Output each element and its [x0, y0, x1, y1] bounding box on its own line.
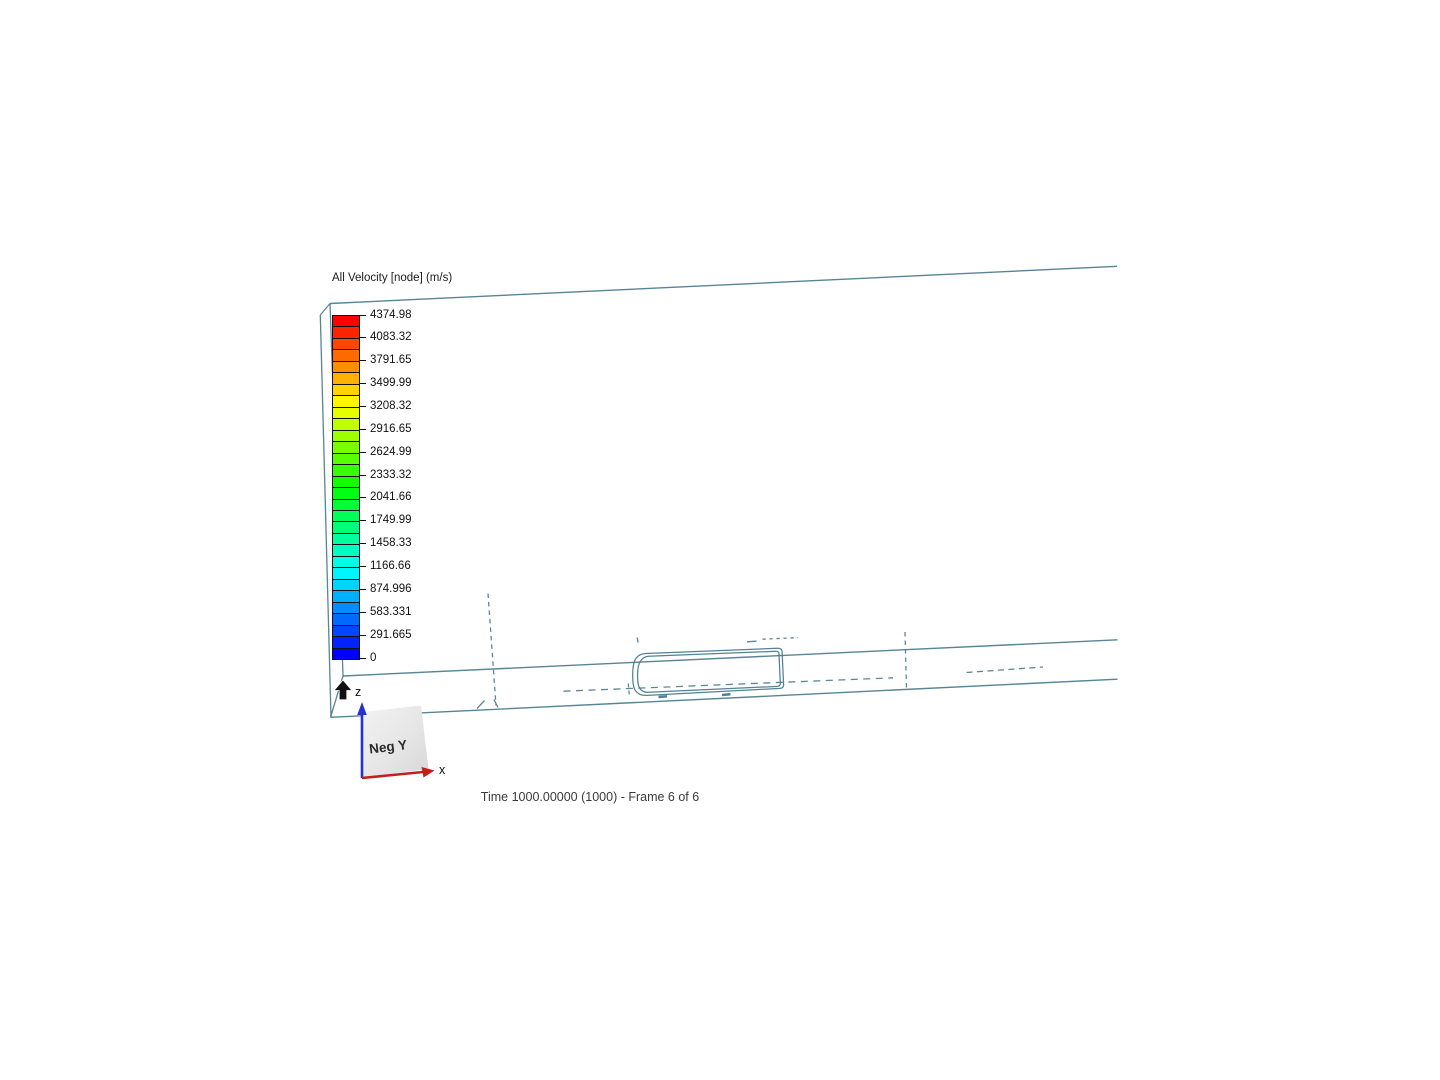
hidden-edge	[904, 631, 908, 691]
vehicle-outer-outline	[632, 647, 785, 697]
legend-tick-mark	[359, 588, 366, 590]
legend-color-segment	[333, 625, 359, 638]
vehicle-inner-outline	[636, 650, 781, 693]
legend-color-segment	[333, 533, 359, 546]
legend-color-segment	[333, 338, 359, 351]
channel-left-front-edge	[319, 314, 332, 718]
legend-color-segment	[333, 591, 359, 603]
legend-tick-mark	[359, 405, 366, 407]
legend-color-segment	[333, 522, 359, 534]
legend-tick-mark	[359, 383, 366, 385]
x-axis-label: x	[439, 763, 446, 777]
channel-floor-back-edge	[342, 639, 1118, 677]
legend-color-segment	[333, 361, 359, 374]
x-axis-arrow	[361, 770, 424, 780]
legend-color-segment	[333, 350, 359, 362]
legend-tick-label: 4083.32	[370, 331, 412, 344]
legend-tick-label: 3499.99	[370, 377, 412, 390]
orientation-triad: Neg Y z x	[333, 679, 446, 780]
legend-tick-label: 3208.32	[370, 399, 412, 412]
hidden-edge	[966, 666, 1044, 674]
triad-view-face[interactable]	[363, 705, 429, 778]
z-axis-arrowhead	[357, 702, 367, 715]
legend-tick-label: 291.665	[370, 628, 412, 641]
legend-color-segment	[333, 327, 359, 339]
legend-color-segment	[333, 556, 359, 569]
legend-colorbar	[332, 315, 360, 660]
hidden-dash	[746, 640, 757, 643]
legend-tick-label: 2041.66	[370, 491, 412, 504]
legend-tick-mark	[359, 520, 366, 522]
legend-tick-label: 1166.66	[370, 560, 411, 573]
legend-color-segment	[333, 579, 359, 592]
vehicle-support-mark	[658, 695, 668, 699]
legend-tick-label: 1458.33	[370, 537, 412, 550]
hidden-dotted	[762, 636, 799, 640]
legend-color-segment	[333, 396, 359, 408]
legend-color-segment	[333, 407, 359, 420]
channel-floor-front-edge	[330, 678, 1118, 718]
legend-tick-mark	[359, 497, 366, 499]
legend-tick-mark	[359, 451, 366, 453]
legend-color-segment	[333, 453, 359, 466]
legend-title: All Velocity [node] (m/s)	[332, 272, 453, 284]
time-frame-caption: Time 1000.00000 (1000) - Frame 6 of 6	[480, 790, 700, 804]
legend-tick-label: 874.996	[370, 582, 412, 595]
hidden-dash	[493, 699, 499, 708]
legend-color-segment	[333, 648, 359, 660]
legend-color-segment	[333, 442, 359, 454]
legend-color-segment	[333, 510, 359, 523]
vehicle-support-mark	[721, 692, 731, 697]
legend-tick-mark	[359, 474, 366, 476]
legend-color-segment	[333, 373, 359, 385]
legend-tick-mark	[359, 566, 366, 568]
legend-ticks: 4374.98 4083.32 3791.65 3499.99 3208.32 2916.…	[332, 309, 452, 664]
z-axis-label: z	[355, 685, 361, 699]
legend-tick-mark	[359, 611, 366, 613]
legend-color-segment	[333, 545, 359, 557]
home-up-arrow-icon[interactable]	[333, 679, 353, 701]
legend-tick-label: 0	[370, 651, 377, 664]
legend-tick-label: 2624.99	[370, 445, 412, 458]
legend-color-segment	[333, 384, 359, 397]
legend-color-segment	[333, 568, 359, 580]
legend-tick-mark	[359, 543, 366, 545]
legend-tick-label: 4374.98	[370, 308, 412, 321]
legend-color-segment	[333, 488, 359, 500]
legend-color-segment	[333, 419, 359, 431]
legend-tick-label: 3791.65	[370, 354, 412, 367]
hidden-dash	[636, 637, 639, 643]
legend-color-segment	[333, 614, 359, 626]
legend-tick-label: 1749.99	[370, 514, 412, 527]
legend-tick-mark	[359, 314, 366, 316]
vehicle-body	[632, 647, 785, 699]
x-axis-arrowhead	[421, 767, 435, 778]
legend-tick-label: 583.331	[370, 605, 412, 618]
legend-tick-label: 2333.32	[370, 468, 412, 481]
legend-color-segment	[333, 316, 359, 328]
legend-color-segment	[333, 602, 359, 615]
channel-left-top-edge	[319, 303, 331, 316]
hidden-centerline	[563, 677, 894, 692]
legend-tick-mark	[359, 337, 366, 339]
legend-color-segment	[333, 430, 359, 443]
hidden-edge	[487, 593, 497, 706]
hidden-edges	[476, 593, 1044, 709]
legend-tick-label: 2916.65	[370, 422, 412, 435]
legend-tick-mark	[359, 428, 366, 430]
legend-tick-mark	[359, 634, 366, 636]
legend-color-segment	[333, 465, 359, 477]
legend-color-segment	[333, 499, 359, 511]
legend-color-segment	[333, 637, 359, 649]
legend-tick-mark	[359, 657, 366, 659]
legend-color-segment	[333, 476, 359, 489]
triad-view-face-label[interactable]: Neg Y	[368, 737, 408, 757]
legend-tick-mark	[359, 360, 366, 362]
hidden-dash	[476, 700, 485, 709]
hidden-dash	[627, 683, 630, 696]
channel-top-edge	[329, 265, 1118, 305]
